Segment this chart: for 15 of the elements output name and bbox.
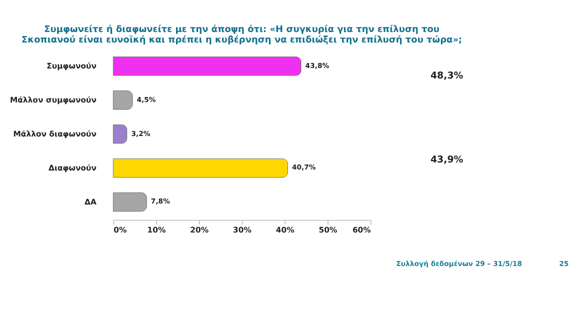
y-tick-label: Συμφωνούν: [46, 62, 96, 71]
text: 48,3%: [430, 70, 464, 82]
x-tick-label: 60%: [352, 225, 372, 234]
y-tick-label: Μάλλον συμφωνούν: [10, 96, 96, 105]
x-tick-label: 20%: [190, 225, 209, 234]
x-tick-label: 30%: [233, 225, 252, 234]
text: 43,9%: [430, 154, 464, 166]
y-tick-label: Διαφωνούν: [48, 164, 96, 173]
x-tick-label: 10%: [147, 225, 166, 234]
x-tick-label: 40%: [276, 225, 295, 234]
x-tick-label: 0%: [114, 225, 127, 234]
y-tick-label: Μάλλον διαφωνούν: [13, 130, 96, 139]
chart-title: Συμφωνείτε ή διαφωνείτε με την άποψη ότι: «Η συγκυρία για την επίλυση του Σκοπιανού είναι ευνοϊκή και πρέπει η κυβέρνηση να επιδιώξει την επίλυσή του τώρα»;: [22, 24, 462, 46]
y-tick-label: ΔΑ: [84, 198, 96, 207]
x-tick-label: 50%: [318, 225, 338, 234]
